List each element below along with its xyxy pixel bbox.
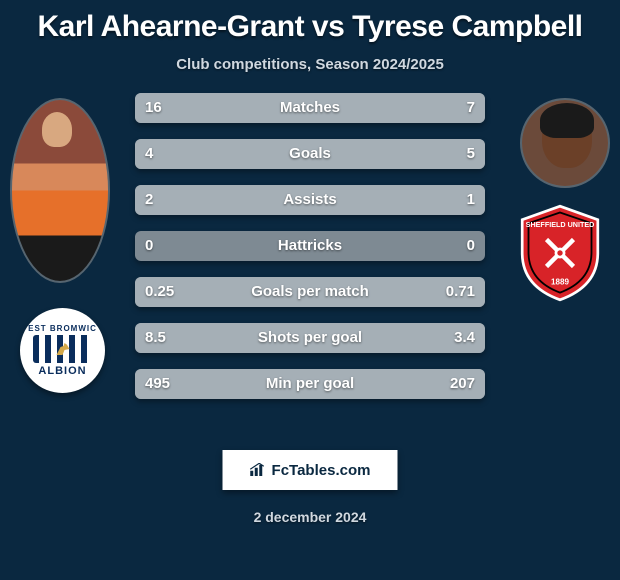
stat-row: 21Assists <box>135 185 485 215</box>
chart-icon <box>250 463 268 477</box>
player-right-silhouette <box>522 100 608 186</box>
page-title: Karl Ahearne-Grant vs Tyrese Campbell <box>0 0 620 44</box>
stat-row: 0.250.71Goals per match <box>135 277 485 307</box>
svg-text:1889: 1889 <box>551 278 569 287</box>
badge-text-top: EST BROMWIC <box>28 324 97 333</box>
svg-text:SHEFFIELD UNITED: SHEFFIELD UNITED <box>526 220 595 229</box>
player-left-photo <box>10 98 110 283</box>
stat-row: 167Matches <box>135 93 485 123</box>
club-badge-left: EST BROMWIC ALBION <box>20 308 105 393</box>
throstle-icon <box>53 339 73 359</box>
stat-row: 8.53.4Shots per goal <box>135 323 485 353</box>
brand-text: FcTables.com <box>272 462 371 479</box>
badge-text-bottom: ALBION <box>38 365 86 377</box>
club-badge-right: SHEFFIELD UNITED 1889 <box>510 203 610 303</box>
stat-label: Shots per goal <box>135 323 485 353</box>
shield-icon: SHEFFIELD UNITED 1889 <box>515 203 605 303</box>
stat-label: Goals <box>135 139 485 169</box>
stat-label: Assists <box>135 185 485 215</box>
player-right-photo <box>520 98 610 188</box>
brand-box: FcTables.com <box>223 450 398 490</box>
stat-row: 00Hattricks <box>135 231 485 261</box>
date-text: 2 december 2024 <box>0 509 620 525</box>
stat-label: Hattricks <box>135 231 485 261</box>
stats-container: 167Matches 45Goals 21Assists 00Hattricks 0.2… <box>135 93 485 415</box>
badge-stripes <box>33 335 93 363</box>
stat-label: Min per goal <box>135 369 485 399</box>
player-left-silhouette <box>12 100 108 281</box>
stat-row: 45Goals <box>135 139 485 169</box>
page-subtitle: Club competitions, Season 2024/2025 <box>0 56 620 73</box>
stat-row: 495207Min per goal <box>135 369 485 399</box>
stat-label: Matches <box>135 93 485 123</box>
stat-label: Goals per match <box>135 277 485 307</box>
